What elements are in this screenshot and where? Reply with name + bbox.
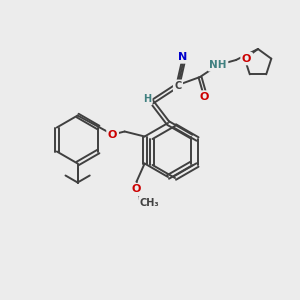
Text: C: C bbox=[174, 81, 182, 91]
Text: O: O bbox=[108, 130, 117, 140]
Text: H: H bbox=[143, 94, 151, 104]
Text: O: O bbox=[242, 54, 251, 64]
Text: O: O bbox=[132, 184, 141, 194]
Text: NH: NH bbox=[209, 60, 227, 70]
Text: CH₃: CH₃ bbox=[140, 197, 159, 208]
Text: N: N bbox=[178, 52, 188, 62]
Text: O: O bbox=[199, 92, 209, 102]
